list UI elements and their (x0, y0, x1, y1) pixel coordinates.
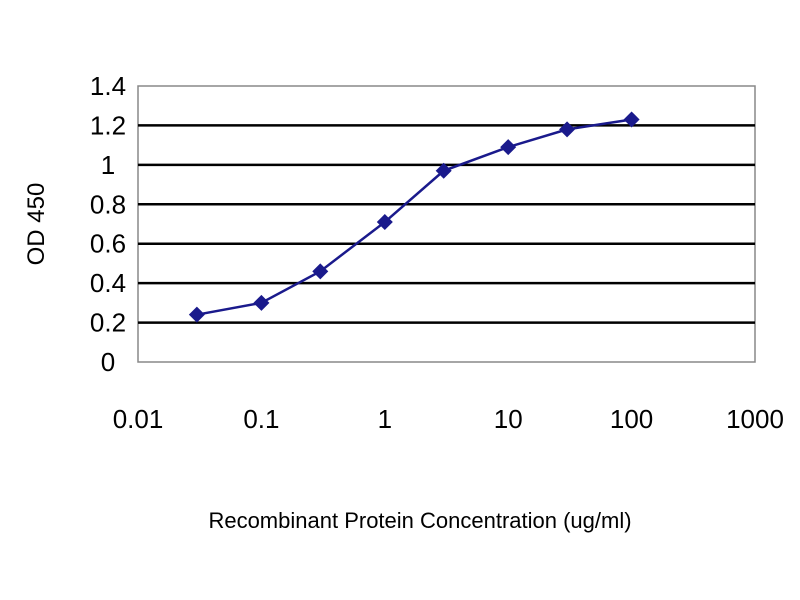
y-tick-label: 1.2 (90, 110, 126, 140)
y-axis-title: OD 450 (23, 183, 50, 266)
y-tick-label: 0.8 (90, 189, 126, 219)
data-point (188, 306, 205, 323)
x-tick-label: 1 (378, 404, 392, 434)
series-group (188, 111, 640, 323)
y-tick-label: 1.4 (90, 71, 126, 101)
x-tick-labels: 0.01 0.1 1 10 100 1000 (113, 404, 784, 434)
data-point (559, 121, 576, 138)
data-point (312, 263, 329, 280)
y-tick-labels: 0 0.2 0.4 0.6 0.8 1 1.2 1.4 (90, 71, 126, 377)
x-axis-title: Recombinant Protein Concentration (ug/ml… (208, 508, 631, 533)
data-point (435, 162, 452, 179)
y-tick-label: 0.2 (90, 308, 126, 338)
data-point (376, 214, 393, 231)
x-tick-label: 10 (494, 404, 523, 434)
y-tick-label: 1 (101, 150, 115, 180)
y-tick-label: 0.6 (90, 229, 126, 259)
data-point (623, 111, 640, 128)
data-point (253, 294, 270, 311)
grid-lines (138, 124, 755, 324)
data-point (500, 139, 517, 156)
x-tick-label: 1000 (726, 404, 784, 434)
y-tick-label: 0.4 (90, 268, 126, 298)
x-tick-label: 0.01 (113, 404, 164, 434)
x-tick-label: 0.1 (243, 404, 279, 434)
plot-area (137, 85, 756, 363)
y-tick-label: 0 (101, 347, 115, 377)
series-line (196, 118, 632, 316)
x-tick-label: 100 (610, 404, 653, 434)
